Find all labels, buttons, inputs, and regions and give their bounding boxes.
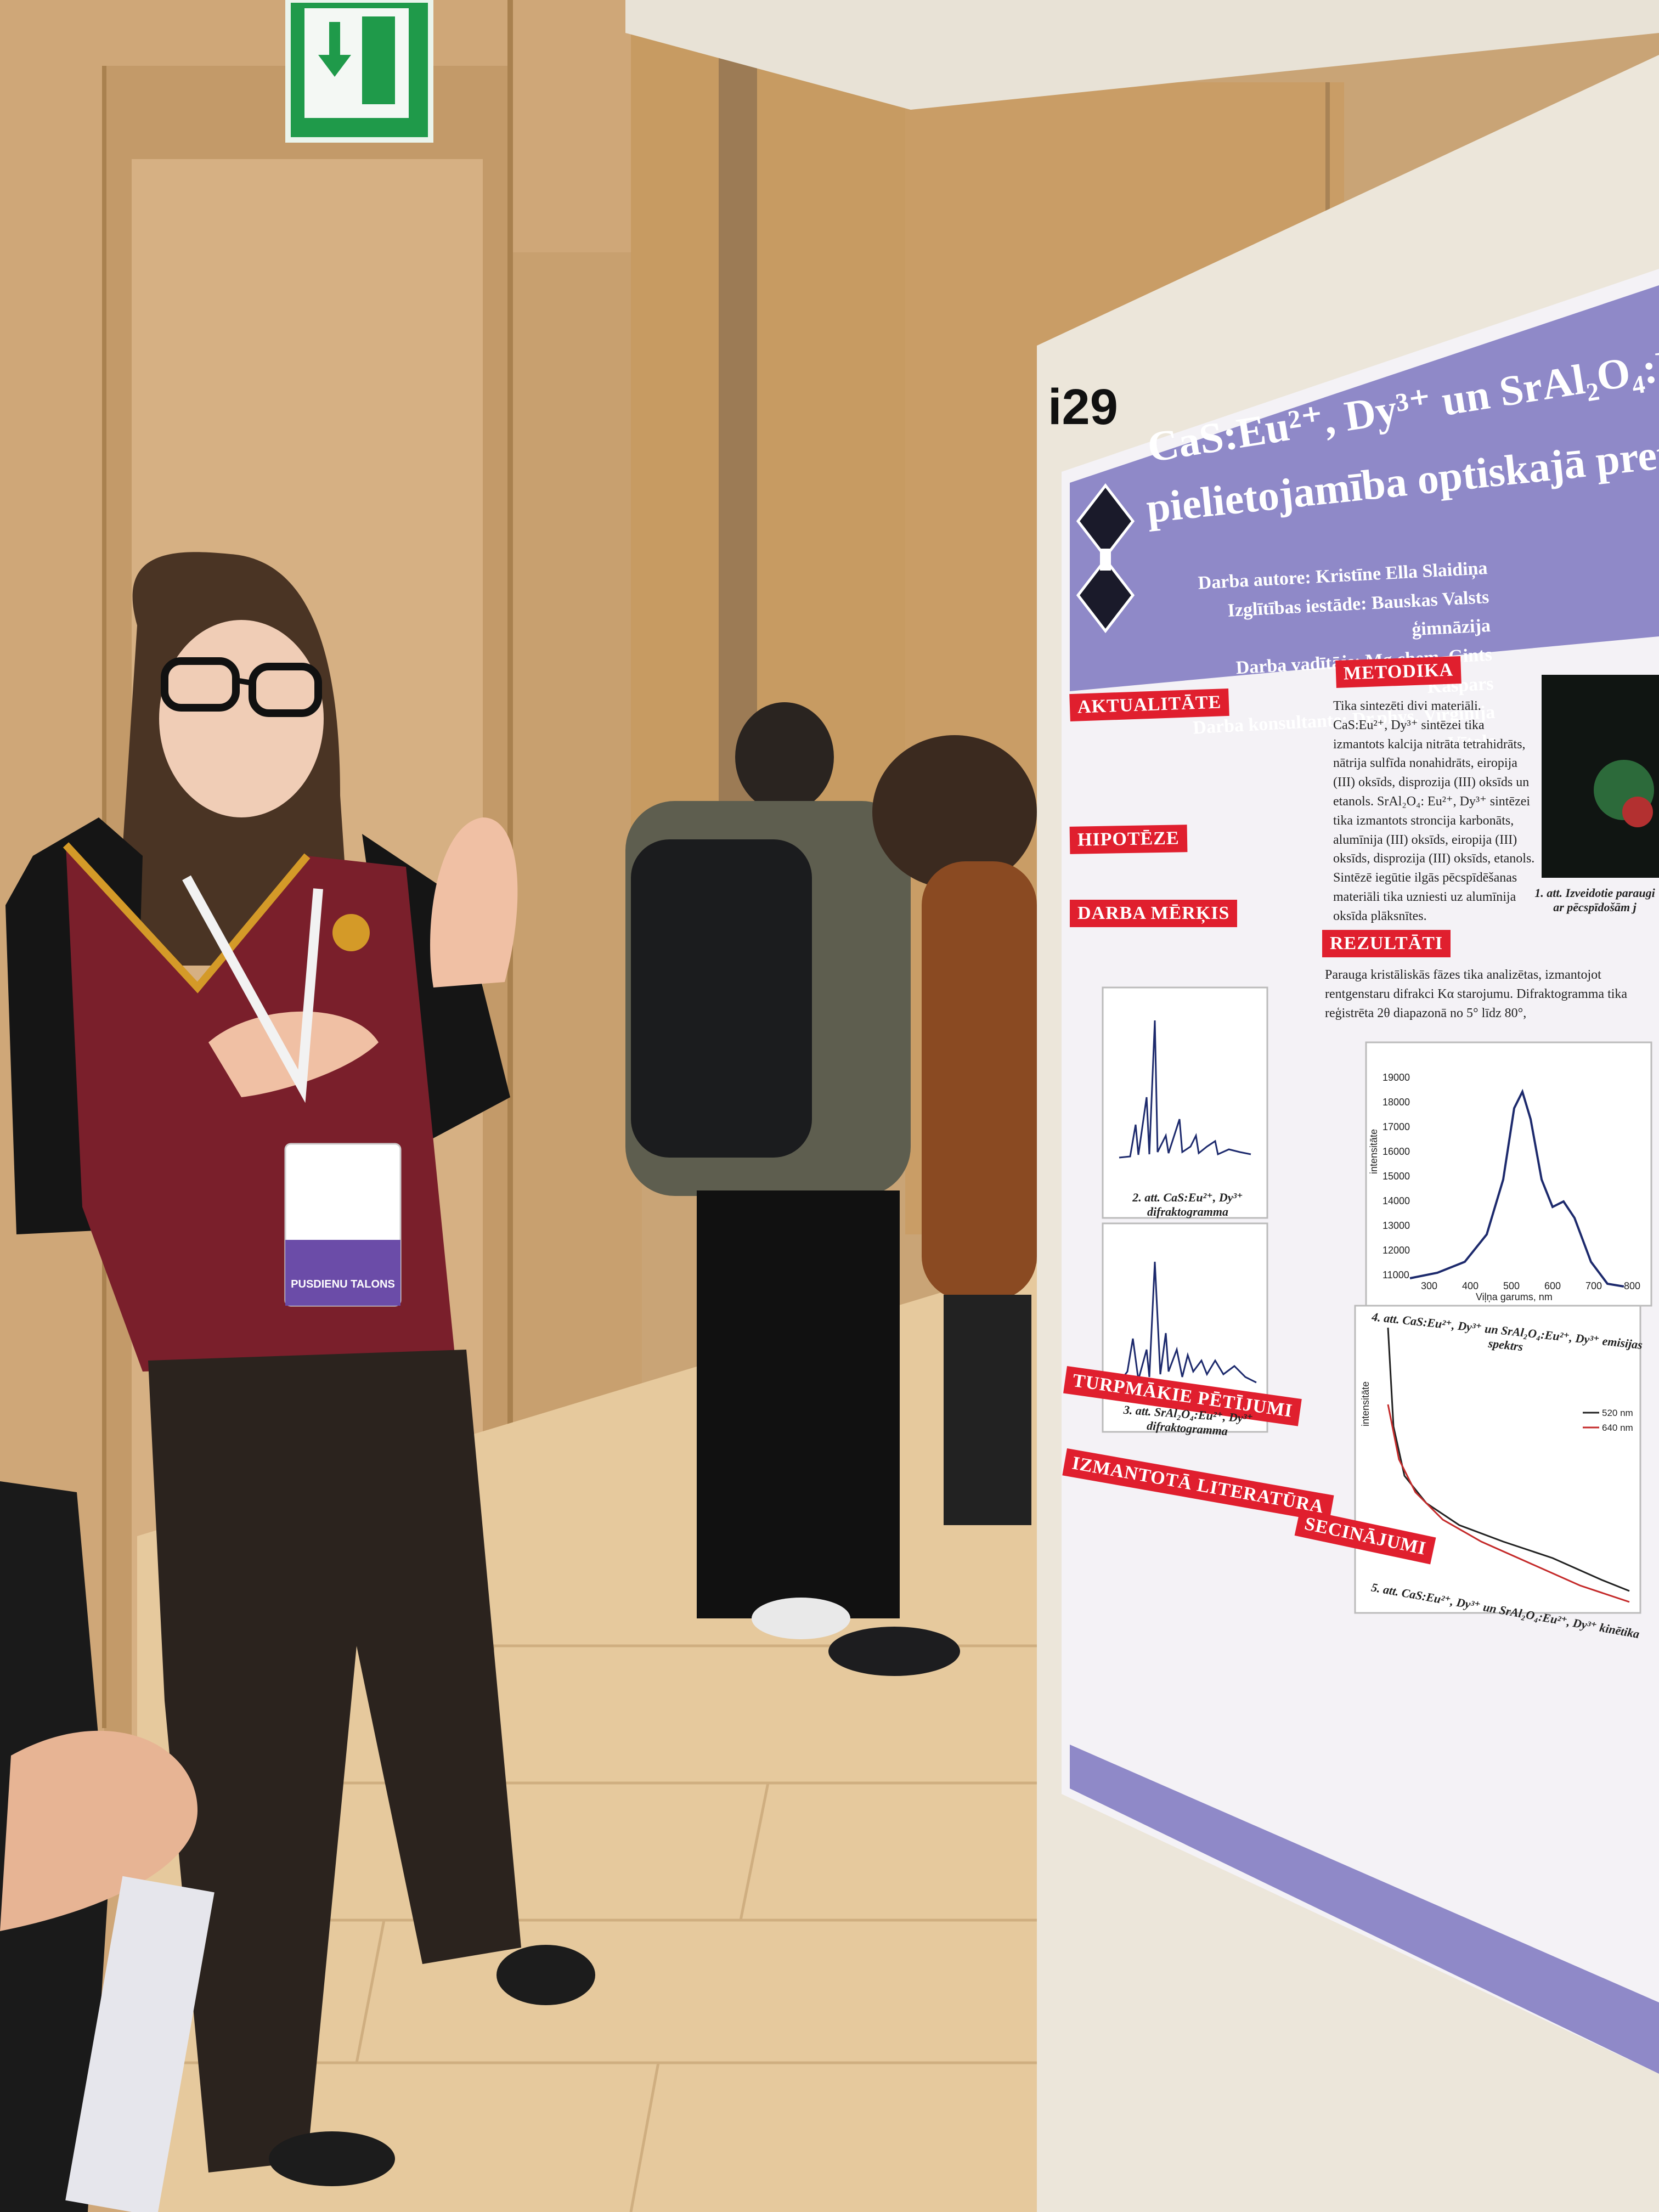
kinetics-ylabel: intensitāte [1360, 1381, 1371, 1426]
kinetics-legend-520: 520 nm [1602, 1408, 1633, 1418]
emission-ytick-13000: 13000 [1383, 1220, 1410, 1231]
emission-xtick-600: 600 [1544, 1280, 1561, 1291]
xrd-chart-1-panel [1102, 986, 1268, 1219]
kinetics-chart-panel [1354, 1305, 1641, 1614]
emission-xlabel: Viļņa garums, nm [1476, 1291, 1553, 1302]
emission-xtick-400: 400 [1462, 1280, 1479, 1291]
kinetics-ylabel-wrap: intensitāte [1360, 1381, 1371, 1426]
emission-ytick-11000: 11000 [1383, 1269, 1409, 1280]
emission-ytick-16000: 16000 [1383, 1146, 1410, 1157]
figure-2-caption: 2. att. CaS:Eu²⁺, Dy³⁺ difraktogramma [1132, 1190, 1243, 1218]
poster-id-label: i29 [1048, 379, 1118, 435]
foreground-person [0, 1481, 215, 2212]
xrd-1-pattern [1119, 1020, 1251, 1159]
poster-footer-band [1070, 1745, 1659, 2074]
kinetics-curve-640nm [1387, 1404, 1630, 1603]
kinetics-legend: 520 nm 640 nm [1583, 1408, 1633, 1433]
rezultati-text: Parauga kristāliskās fāzes tika analizēt… [1325, 968, 1628, 1020]
emergency-exit-icon [285, 0, 433, 143]
emission-ytick-17000: 17000 [1383, 1121, 1410, 1132]
visitor-brown-jacket [872, 735, 1037, 1525]
lanyard-badge-text: PUSDIENU TALONS [291, 1278, 395, 1290]
visitor-with-backpack [625, 702, 960, 1676]
emission-xtick-800: 800 [1624, 1280, 1640, 1291]
emission-chart-panel [1365, 1041, 1652, 1307]
kinetics-curve-520nm [1387, 1327, 1630, 1592]
emission-ytick-18000: 18000 [1383, 1097, 1410, 1108]
emission-ytick-12000: 12000 [1383, 1245, 1410, 1256]
section-rezultati: REZULTĀTI [1322, 930, 1451, 957]
emission-xtick-300: 300 [1421, 1280, 1437, 1291]
poster-sheet [1062, 269, 1659, 2074]
section-hipoteze: HIPOTĒZE [1069, 825, 1188, 854]
emission-ytick-19000: 19000 [1383, 1072, 1410, 1083]
emission-curve [1409, 1088, 1624, 1288]
presenter [5, 552, 595, 2186]
emission-ylabel: intensitāte [1368, 1129, 1379, 1174]
kinetics-legend-640: 640 nm [1602, 1423, 1633, 1433]
emission-ytick-15000: 15000 [1383, 1171, 1410, 1182]
school-crest-icon [1075, 483, 1136, 647]
lanyard-badge [284, 1143, 402, 1307]
emission-xtick-500: 500 [1503, 1280, 1520, 1291]
emission-xtick-700: 700 [1585, 1280, 1602, 1291]
section-darba-merkis: DARBA MĒRĶIS [1070, 900, 1238, 927]
figure-1-caption: 1. att. Izveidotie paraugi ar pēcspīdošā… [1534, 886, 1655, 914]
emission-ytick-14000: 14000 [1383, 1195, 1410, 1206]
ceiling [625, 0, 1659, 110]
section-metodika: METODIKA [1335, 656, 1462, 688]
metodika-text: Tika sintezēti divi materiāli. CaS:Eu²⁺,… [1333, 699, 1535, 923]
section-aktualitate: AKTUALITĀTE [1069, 688, 1230, 722]
xrd-2-pattern [1118, 1261, 1257, 1384]
poster-header-band [1070, 285, 1659, 691]
emission-axes: intensitāte Viļņa garums, nm 11000 12000… [1368, 1072, 1640, 1302]
corridor-pillar [719, 38, 757, 806]
